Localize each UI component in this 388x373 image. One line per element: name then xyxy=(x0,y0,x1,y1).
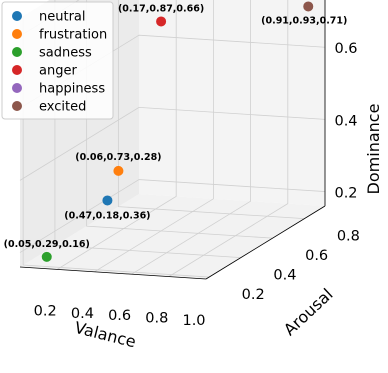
legend-label-frustration: frustration xyxy=(39,28,107,43)
z-tick-label: 0.6 xyxy=(334,41,357,57)
point-label-frustration: (0.06,0.73,0.28) xyxy=(75,152,161,163)
data-point-neutral xyxy=(102,195,113,206)
y-axis-label: Arousal xyxy=(280,285,337,340)
z-grid-line xyxy=(19,106,326,181)
x-tick-label: 1.0 xyxy=(182,313,205,329)
x-grid-line xyxy=(168,0,289,277)
y-tick-label: 0.8 xyxy=(337,229,360,245)
legend-marker-anger xyxy=(12,65,22,75)
legend: neutral frustration sadness anger happiness e… xyxy=(1,1,114,120)
point-label-neutral: (0.47,0.18,0.36) xyxy=(64,210,150,221)
legend-label-happiness: happiness xyxy=(39,82,105,97)
z-tick-label: 0.4 xyxy=(334,113,357,129)
legend-label-neutral: neutral xyxy=(39,10,86,25)
x-axis-line xyxy=(19,266,207,280)
legend-marker-neutral xyxy=(12,11,22,21)
legend-marker-sadness xyxy=(12,47,22,57)
point-label-sadness: (0.05,0.29,0.16) xyxy=(4,239,90,250)
legend-marker-happiness xyxy=(12,83,22,93)
x-grid-line xyxy=(131,0,252,275)
point-label-excited: (0.91,0.93,0.71) xyxy=(261,15,347,26)
x-tick-label: 0.2 xyxy=(34,303,57,319)
legend-label-excited: excited xyxy=(39,100,86,115)
y-tick-label: 0.4 xyxy=(273,268,296,284)
x-tick-label: 0.8 xyxy=(145,311,168,327)
legend-marker-excited xyxy=(12,101,22,111)
z-grid-line xyxy=(19,179,326,253)
data-point-sadness xyxy=(41,251,52,262)
data-points xyxy=(41,1,314,262)
x-tick-label: 0.4 xyxy=(71,306,94,322)
x-grid-line xyxy=(94,0,214,273)
legend-label-sadness: sadness xyxy=(39,46,92,61)
y-grid-line xyxy=(117,0,305,220)
legend-label-anger: anger xyxy=(39,64,77,79)
point-annotations: (0.47,0.18,0.36) (0.06,0.73,0.28) (0.05,0.… xyxy=(4,3,348,250)
point-label-anger: (0.17,0.87,0.66) xyxy=(118,3,204,14)
data-point-frustration xyxy=(113,165,124,176)
axis-lines xyxy=(19,0,326,280)
y-axis-line xyxy=(205,205,326,280)
x-tick-label: 0.6 xyxy=(108,308,131,324)
data-point-excited xyxy=(303,1,314,12)
y-tick-label: 0.6 xyxy=(305,248,328,264)
z-axis-label: Dominance xyxy=(364,104,383,195)
legend-box xyxy=(1,1,114,120)
data-point-anger xyxy=(156,16,167,27)
y-tick-label: 0.2 xyxy=(242,287,265,303)
legend-marker-frustration xyxy=(12,29,22,39)
back-pane xyxy=(139,0,325,206)
tick-labels: 0.20.40.60.81.00.20.40.60.80.20.40.60.8 xyxy=(34,41,360,329)
z-tick-label: 0.2 xyxy=(334,186,357,202)
x-grid-line xyxy=(56,0,177,270)
